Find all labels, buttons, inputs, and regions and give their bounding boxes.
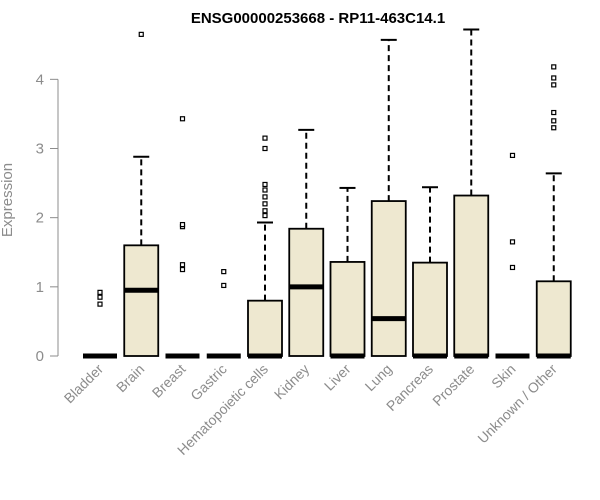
outlier-point [509,264,516,271]
outlier-point [551,118,557,124]
x-tick-label: Bladder [61,361,107,407]
box-prostate [453,28,490,359]
box-gastric [206,269,241,359]
x-tick-label: Brain [113,361,147,395]
x-tick-label: Liver [321,361,354,394]
outlier-point [509,239,516,245]
box-skin [495,152,530,359]
outlier-point [97,294,103,300]
box-hematopoietic-cells [247,135,283,359]
box-iqr [412,261,448,357]
box-kidney [288,128,325,357]
outlier-point [551,109,557,116]
outlier-point [221,282,227,289]
outlier-point [262,145,268,152]
box-pancreas [412,186,448,359]
y-tick-label: 4 [36,71,44,88]
box-unknown-other [535,64,572,359]
outlier-point [262,212,268,219]
box-breast [165,116,200,359]
box-brain [123,31,160,357]
outlier-point [221,269,227,275]
outlier-point [262,208,268,214]
box-iqr [370,200,407,357]
outlier-point [551,75,557,81]
x-tick-label: Prostate [429,361,477,409]
outlier-point [262,194,268,200]
outlier-point [262,187,268,193]
box-iqr [123,244,160,357]
chart-title: ENSG00000253668 - RP11-463C14.1 [191,10,445,27]
box-liver [329,186,366,359]
outlier-point [262,181,268,188]
outlier-point [97,289,103,295]
box-lung [370,38,407,357]
box-series [83,28,572,359]
outlier-point [551,82,557,88]
outlier-point [179,116,186,122]
outlier-point [138,31,144,37]
outlier-point [551,64,557,70]
outlier-point [262,135,268,141]
outlier-point [262,201,268,207]
x-tick-label: Breast [149,361,189,401]
y-tick-label: 2 [36,210,44,227]
box-iqr [453,194,490,357]
y-axis-label: Expression [0,163,16,237]
y-axis: 0 1 2 3 4 [36,71,59,365]
box-iqr [247,299,283,357]
outlier-point [551,125,557,131]
outlier-point [179,262,186,268]
box-iqr [535,280,572,357]
box-iqr [329,261,366,357]
box-bladder [83,289,117,359]
y-tick-label: 3 [36,141,44,158]
outlier-point [509,152,516,159]
x-tick-label: Lung [362,361,395,394]
x-tick-label: Kidney [271,361,313,403]
outlier-point [179,221,186,228]
y-tick-label: 0 [36,348,44,365]
outlier-point [97,301,103,307]
y-tick-label: 1 [36,279,44,296]
box-iqr [288,227,325,357]
x-tick-label: Skin [488,361,519,392]
outlier-point [179,266,186,273]
